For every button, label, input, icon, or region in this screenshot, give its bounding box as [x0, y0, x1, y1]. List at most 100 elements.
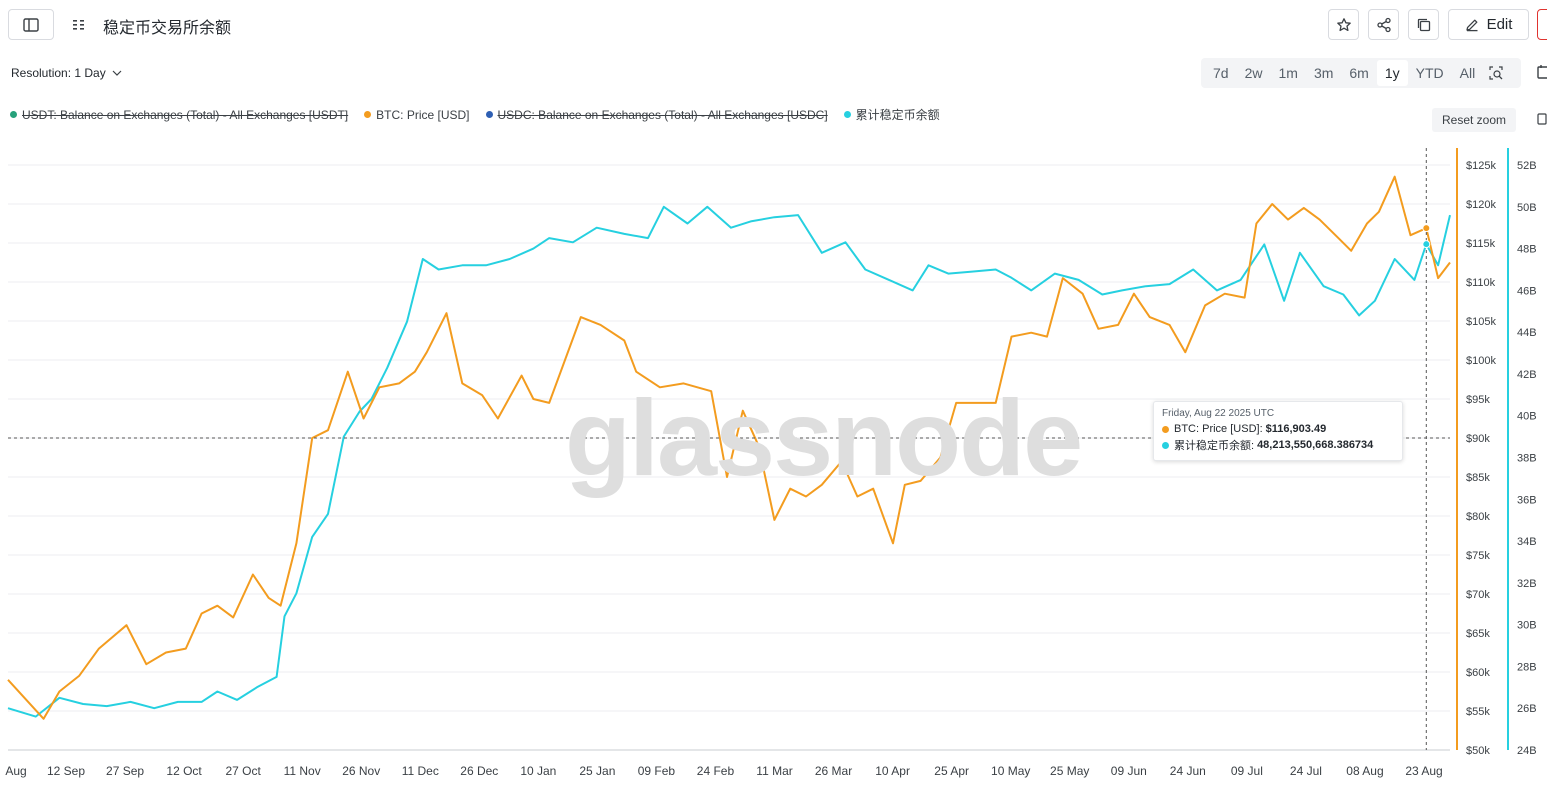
- left-tick-label: $95k: [1466, 394, 1490, 406]
- x-tick-label: 12 Oct: [166, 764, 202, 778]
- share-button[interactable]: [1368, 9, 1399, 40]
- cut-off-button[interactable]: [1537, 9, 1547, 40]
- right-tick-label: 34B: [1517, 536, 1537, 548]
- chart-legend: USDT: Balance on Exchanges (Total) - All…: [10, 106, 956, 123]
- range-6m[interactable]: 6m: [1349, 65, 1369, 81]
- range-all[interactable]: All: [1459, 65, 1476, 81]
- range-1y[interactable]: 1y: [1376, 60, 1408, 86]
- right-tick-label: 30B: [1517, 620, 1537, 632]
- legend-label-btc: BTC: Price [USD]: [376, 107, 470, 122]
- sidebar-toggle-icon: [23, 17, 39, 32]
- left-tick-label: $65k: [1466, 628, 1490, 640]
- legend-dot-usdt: [10, 111, 17, 118]
- range-3m[interactable]: 3m: [1313, 65, 1334, 81]
- tooltip-dot-btc: [1162, 425, 1169, 433]
- x-tick-label: 24 Jul: [1290, 764, 1322, 778]
- resolution-dropdown[interactable]: Resolution: 1 Day: [11, 66, 122, 80]
- left-y-axis: $50k $55k $60k $65k $70k $75k $80k $85k $90k $95k…: [1456, 148, 1496, 757]
- x-tick-label: 25 Apr: [934, 764, 969, 778]
- x-tick-label: 24 Feb: [697, 764, 735, 778]
- x-tick-label: 24 Jun: [1170, 764, 1206, 778]
- x-tick-label: 27 Sep: [106, 764, 144, 778]
- tooltip-row-stablecoin: 累计稳定币余额: 48,213,550,668.386734: [1162, 437, 1394, 453]
- zoom-select-button[interactable]: [1483, 60, 1509, 86]
- star-icon: [1336, 17, 1351, 31]
- left-tick-label: $85k: [1466, 472, 1490, 484]
- x-tick-label: 25 May: [1050, 764, 1089, 778]
- legend-dot-stablecoin-total: [843, 111, 851, 118]
- chart-lines: [7, 175, 1451, 720]
- legend-item-usdc[interactable]: USDC: Balance on Exchanges (Total) - All…: [485, 108, 828, 122]
- x-tick-label: Aug: [5, 764, 26, 778]
- chart-tooltip: Friday, Aug 22 2025 UTC BTC: Price [USD]…: [1153, 401, 1403, 461]
- legend-label-stablecoin-total: 累计稳定币余额: [855, 108, 940, 122]
- chart-area[interactable]: $50k $55k $60k $65k $70k $75k $80k $85k $90k $95k…: [0, 140, 1547, 800]
- x-tick-label: 11 Nov: [284, 764, 321, 778]
- left-tick-label: $55k: [1466, 706, 1490, 718]
- edit-label: Edit: [1486, 16, 1513, 33]
- settings-icon[interactable]: [1537, 112, 1547, 126]
- x-tick-label: 27 Oct: [225, 764, 261, 778]
- sidebar-toggle-button[interactable]: [8, 9, 54, 40]
- drag-handle-icon[interactable]: [70, 15, 88, 35]
- legend-dot-usdc: [485, 111, 493, 118]
- range-2w[interactable]: 2w: [1244, 65, 1263, 81]
- legend-item-usdt[interactable]: USDT: Balance on Exchanges (Total) - All…: [10, 108, 348, 122]
- chevron-down-icon: [112, 70, 122, 76]
- x-tick-label: 09 Jun: [1111, 764, 1147, 778]
- x-tick-label: 10 Apr: [875, 764, 910, 778]
- x-axis: Aug 12 Sep 27 Sep 12 Oct 27 Oct 11 Nov 26 Nov 1…: [5, 764, 1442, 778]
- right-tick-label: 48B: [1517, 244, 1537, 256]
- left-tick-label: $115k: [1466, 238, 1496, 250]
- left-tick-label: $50k: [1466, 745, 1490, 757]
- right-tick-label: 46B: [1517, 285, 1537, 297]
- zoom-select-icon: [1489, 66, 1503, 80]
- x-tick-label: 08 Aug: [1346, 764, 1383, 778]
- calendar-icon[interactable]: [1535, 62, 1547, 82]
- left-tick-label: $125k: [1466, 160, 1496, 172]
- left-tick-label: $60k: [1466, 667, 1490, 679]
- x-tick-label: 09 Feb: [638, 764, 676, 778]
- tooltip-row-btc: BTC: Price [USD]: $116,903.49: [1162, 423, 1394, 435]
- legend-item-stablecoin-total[interactable]: 累计稳定币余额: [843, 106, 940, 123]
- x-tick-label: 26 Nov: [342, 764, 380, 778]
- left-tick-label: $75k: [1466, 550, 1490, 562]
- right-tick-label: 40B: [1517, 411, 1537, 423]
- series-line-btc-price: [7, 175, 1451, 720]
- x-tick-label: 09 Jul: [1231, 764, 1263, 778]
- left-tick-label: $70k: [1466, 589, 1490, 601]
- pencil-icon: [1465, 19, 1478, 31]
- time-range-selector: 7d 2w 1m 3m 6m 1y YTD All: [1201, 58, 1521, 88]
- series-line-stablecoin-total: [7, 205, 1451, 718]
- tooltip-value-btc: $116,903.49: [1265, 423, 1327, 435]
- x-tick-label: 25 Jan: [579, 764, 615, 778]
- right-tick-label: 44B: [1517, 327, 1537, 339]
- reset-zoom-button[interactable]: Reset zoom: [1432, 108, 1516, 132]
- share-icon: [1376, 17, 1391, 32]
- range-1m[interactable]: 1m: [1278, 65, 1298, 81]
- x-tick-label: 26 Mar: [815, 764, 852, 778]
- edit-button[interactable]: Edit: [1448, 9, 1529, 40]
- right-tick-label: 42B: [1517, 369, 1537, 381]
- x-tick-label: 23 Aug: [1405, 764, 1442, 778]
- right-y-axis: 24B 26B 28B 30B 32B 34B 36B 38B 40B 42B 44B 46B 48B 5…: [1507, 148, 1537, 757]
- x-tick-label: 11 Dec: [402, 764, 439, 778]
- left-tick-label: $100k: [1466, 355, 1496, 367]
- right-tick-label: 26B: [1517, 703, 1537, 715]
- x-tick-label: 26 Dec: [460, 764, 498, 778]
- range-ytd[interactable]: YTD: [1415, 65, 1444, 81]
- legend-item-btc[interactable]: BTC: Price [USD]: [364, 107, 470, 122]
- right-tick-label: 28B: [1517, 661, 1537, 673]
- duplicate-button[interactable]: [1408, 9, 1439, 40]
- x-tick-label: 10 Jan: [520, 764, 556, 778]
- duplicate-icon: [1417, 18, 1430, 31]
- x-tick-label: 10 May: [991, 764, 1030, 778]
- left-tick-label: $110k: [1466, 277, 1496, 289]
- legend-label-usdt: USDT: Balance on Exchanges (Total) - All…: [22, 107, 349, 122]
- resolution-label: Resolution: 1 Day: [11, 66, 106, 80]
- hover-marker-stablecoin: [1422, 240, 1431, 249]
- right-tick-label: 38B: [1517, 453, 1537, 465]
- right-tick-label: 52B: [1517, 160, 1537, 172]
- range-7d[interactable]: 7d: [1213, 65, 1229, 81]
- favorite-button[interactable]: [1328, 9, 1359, 40]
